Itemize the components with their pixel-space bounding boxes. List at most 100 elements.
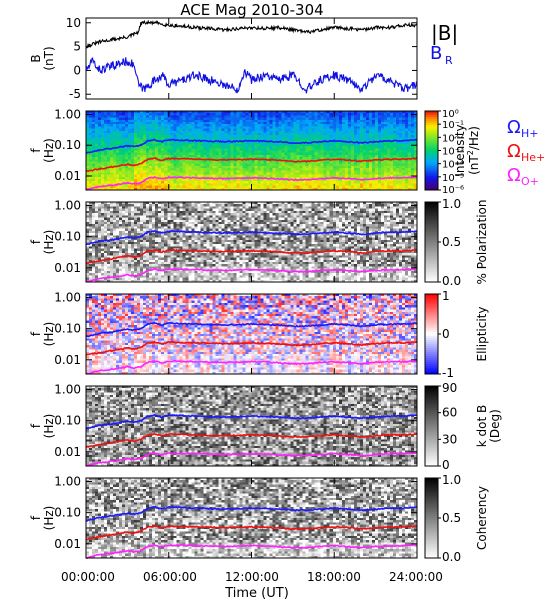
spectrogram-cell bbox=[92, 121, 96, 125]
spectrogram-cell bbox=[197, 124, 201, 127]
spectrogram-cell bbox=[206, 143, 210, 147]
spectrogram-cell bbox=[392, 111, 397, 114]
spectrogram-cell bbox=[119, 206, 123, 209]
spectrogram-cell bbox=[200, 185, 204, 189]
spectrogram-cell bbox=[137, 111, 141, 114]
spectrogram-cell bbox=[311, 181, 315, 184]
spectrogram-cell bbox=[92, 222, 96, 225]
spectrogram-cell bbox=[113, 217, 117, 221]
spectrogram-cell bbox=[155, 222, 159, 225]
spectrogram-cell bbox=[104, 257, 108, 261]
spectrogram-cell bbox=[167, 128, 171, 132]
spectrogram-cell bbox=[167, 117, 171, 121]
spectrogram-cell bbox=[404, 187, 409, 191]
spectrogram-cell bbox=[113, 246, 117, 249]
spectrogram-cell bbox=[395, 161, 400, 164]
spectrogram-cell bbox=[152, 215, 156, 218]
spectrogram-cell bbox=[164, 174, 168, 178]
spectrogram-cell bbox=[251, 113, 255, 116]
spectrogram-cell bbox=[128, 253, 132, 256]
spectrogram-cell bbox=[218, 111, 222, 114]
spectrogram-cell bbox=[110, 124, 114, 127]
spectrogram-cell bbox=[146, 132, 150, 136]
spectrogram-cell bbox=[191, 143, 195, 147]
spectrogram-cell bbox=[122, 270, 126, 274]
spectrogram-cell bbox=[320, 185, 325, 189]
spectrogram-cell bbox=[134, 257, 138, 261]
spectrogram-cell bbox=[86, 137, 90, 140]
spectrogram-cell bbox=[155, 210, 159, 214]
spectrogram-cell bbox=[350, 117, 355, 121]
spectrogram-cell bbox=[269, 137, 273, 140]
spectrogram-cell bbox=[146, 239, 150, 243]
spectrogram-cell bbox=[401, 165, 406, 169]
spectrogram-cell bbox=[299, 170, 303, 173]
spectrogram-cell bbox=[305, 143, 309, 147]
spectrogram-cell bbox=[272, 137, 276, 140]
spectrogram-cell bbox=[119, 115, 123, 118]
spectrogram-cell bbox=[119, 168, 123, 171]
spectrogram-cell bbox=[95, 159, 99, 162]
spectrogram-cell bbox=[116, 226, 120, 229]
spectrogram-cell bbox=[398, 174, 403, 178]
spectrogram-cell bbox=[191, 117, 195, 121]
spectrogram-cell bbox=[248, 152, 252, 156]
spectrogram-cell bbox=[317, 111, 322, 114]
spectrogram-cell bbox=[149, 121, 153, 125]
spectrogram-cell bbox=[116, 277, 120, 281]
spectrogram-cell bbox=[296, 135, 300, 138]
spectrogram-cell bbox=[251, 163, 255, 167]
spectrogram-cell bbox=[266, 143, 270, 147]
spectrogram-cell bbox=[116, 174, 120, 178]
spectrogram-cell bbox=[113, 262, 117, 265]
spectrogram-cell bbox=[308, 163, 312, 167]
spectrogram-cell bbox=[125, 233, 129, 236]
spectrogram-cell bbox=[293, 159, 297, 162]
colorbar-tick-label: 10⁻⁶ bbox=[442, 185, 464, 196]
spectrogram-cell bbox=[275, 139, 279, 143]
spectrogram-cell bbox=[266, 172, 270, 175]
spectrogram-cell bbox=[188, 124, 192, 127]
spectrogram-cell bbox=[404, 126, 409, 129]
spectrogram-cell bbox=[356, 187, 361, 191]
spectrogram-cell bbox=[182, 172, 186, 175]
spectrogram-cell bbox=[107, 213, 111, 216]
spectrogram-cell bbox=[305, 124, 309, 127]
spectrogram-cell bbox=[263, 126, 267, 129]
spectrogram-cell bbox=[308, 117, 312, 121]
spectrogram-cell bbox=[269, 161, 273, 164]
spectrogram-cell bbox=[227, 128, 231, 132]
spectrogram-cell bbox=[194, 170, 198, 173]
spectrogram-cell bbox=[140, 248, 144, 252]
spectrogram-cell bbox=[107, 248, 111, 252]
spectrogram-cell bbox=[356, 137, 361, 140]
spectrogram-cell bbox=[335, 141, 340, 145]
spectrogram-cell bbox=[143, 226, 147, 229]
colorbar-swatch bbox=[425, 180, 438, 183]
spectrogram-cell bbox=[191, 148, 195, 151]
spectrogram-cell bbox=[374, 130, 379, 134]
spectrogram-cell bbox=[86, 255, 90, 258]
spectrogram-cell bbox=[248, 174, 252, 178]
spectrogram-cell bbox=[308, 181, 312, 184]
spectrogram-cell bbox=[101, 226, 105, 229]
spectrogram-cell bbox=[86, 148, 90, 151]
spectrogram-cell bbox=[149, 163, 153, 167]
spectrogram-cell bbox=[347, 165, 352, 169]
spectrogram-cell bbox=[329, 111, 334, 114]
spectrogram-cell bbox=[206, 146, 210, 149]
spectrogram-cell bbox=[290, 148, 294, 151]
spectrogram-cell bbox=[212, 135, 216, 138]
spectrogram-cell bbox=[335, 113, 340, 116]
spectrogram-cell bbox=[140, 237, 144, 241]
spectrogram-cell bbox=[173, 161, 177, 164]
spectrogram-cell bbox=[176, 181, 180, 184]
spectrogram-cell bbox=[356, 165, 361, 169]
spectrogram-cell bbox=[167, 132, 171, 136]
spectrogram-cell bbox=[392, 152, 397, 156]
spectrogram-cell bbox=[116, 215, 120, 218]
spectrogram-cell bbox=[380, 163, 385, 167]
spectrogram-cell bbox=[131, 150, 135, 153]
spectrogram-cell bbox=[158, 146, 162, 149]
spectrogram-cell bbox=[398, 135, 403, 138]
